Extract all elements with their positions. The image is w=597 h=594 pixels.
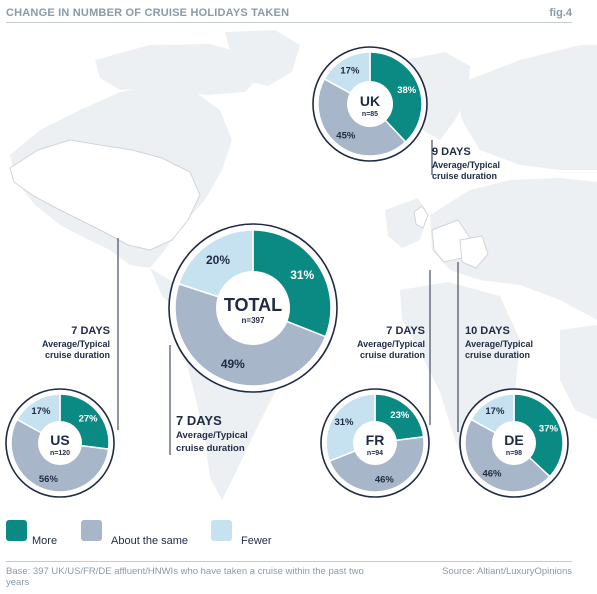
uk-duration-annotation: 9 DAYS Average/Typical cruise duration [432, 147, 500, 182]
fr-value-label-same: 46% [375, 475, 395, 486]
us-value-label-fewer: 17% [31, 406, 51, 417]
legend-label-same: About the same [111, 535, 189, 547]
total-value-label-more: 31% [290, 268, 314, 282]
total-value-label-same: 49% [221, 357, 245, 371]
header: CHANGE IN NUMBER OF CRUISE HOLIDAYS TAKE… [6, 0, 572, 23]
us-days: 7 DAYS [71, 325, 110, 337]
chart-title: CHANGE IN NUMBER OF CRUISE HOLIDAYS TAKE… [6, 7, 290, 19]
uk-days: 9 DAYS [432, 146, 471, 158]
fr-duration-line1: Average/Typical [356, 339, 425, 349]
de-days: 10 DAYS [465, 325, 510, 337]
total-value-label-fewer: 20% [206, 253, 230, 267]
de-slice-more [513, 393, 564, 478]
base-note: Base: 397 UK/US/FR/DE affluent/HNWIs who… [6, 566, 364, 588]
total-duration-line2: cruise duration [176, 443, 245, 454]
fr-sample-size: n=94 [367, 450, 383, 457]
fr-days: 7 DAYS [386, 325, 425, 337]
total-center-label: TOTAL [224, 295, 282, 315]
de-duration-annotation: 10 DAYS Average/Typical cruise duration [465, 326, 533, 361]
figure-number: fig.4 [549, 7, 572, 19]
total-duration-annotation: 7 DAYS Average/Typical cruise duration [176, 413, 248, 455]
uk-slice-more [369, 51, 423, 143]
de-sample-size: n=98 [506, 450, 522, 457]
fr-duration-line2: cruise duration [359, 350, 425, 360]
legend-swatch-same [81, 520, 102, 541]
fr-duration-annotation: 7 DAYS Average/Typical cruise duration [325, 326, 425, 361]
de-value-label-more: 37% [539, 423, 559, 434]
us-value-label-more: 27% [79, 414, 99, 425]
us-sample-size: n=120 [50, 450, 70, 457]
uk-duration-line2: cruise duration [432, 171, 498, 181]
us-duration-annotation: 7 DAYS Average/Typical cruise duration [12, 326, 110, 361]
legend: More About the same Fewer [6, 520, 572, 556]
de-value-label-fewer: 17% [485, 406, 505, 417]
total-sample-size: n=397 [242, 316, 265, 325]
uk-sample-size: n=85 [362, 111, 378, 118]
de-center-hole [492, 421, 536, 465]
uk-duration-line1: Average/Typical [432, 160, 501, 170]
total-days: 7 DAYS [176, 413, 222, 428]
de-center-label: DE [504, 432, 523, 448]
fr-center-hole [353, 421, 397, 465]
total-duration-line1: Average/Typical [176, 430, 248, 441]
legend-label-fewer: Fewer [241, 535, 272, 547]
us-duration-line1: Average/Typical [41, 339, 110, 349]
de-value-label-same: 46% [482, 469, 502, 480]
fr-center-label: FR [366, 432, 385, 448]
fr-value-label-more: 23% [390, 410, 410, 421]
us-value-label-same: 56% [39, 474, 59, 485]
legend-swatch-more [6, 520, 27, 541]
footer: Base: 397 UK/US/FR/DE affluent/HNWIs who… [6, 561, 572, 588]
de-duration-line2: cruise duration [465, 350, 531, 360]
source-note: Source: Altiant/LuxuryOpinions [442, 566, 572, 577]
fr-value-label-fewer: 31% [334, 417, 354, 428]
us-center-label: US [50, 432, 69, 448]
uk-value-label-more: 38% [397, 85, 417, 96]
uk-center-label: UK [360, 93, 380, 109]
uk-center-hole [347, 81, 393, 127]
us-duration-line2: cruise duration [44, 350, 110, 360]
de-duration-line1: Average/Typical [465, 339, 534, 349]
uk-value-label-fewer: 17% [340, 65, 360, 76]
us-center-hole [38, 421, 82, 465]
uk-value-label-same: 45% [336, 131, 356, 142]
legend-label-more: More [32, 535, 58, 547]
total-center-hole [216, 271, 290, 345]
legend-swatch-fewer [211, 520, 232, 541]
